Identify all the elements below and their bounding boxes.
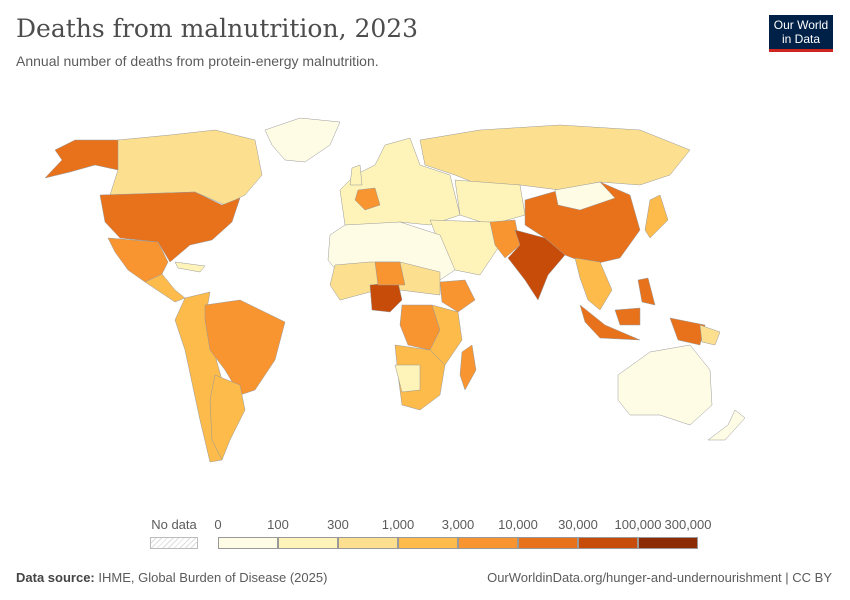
legend-bin[interactable] [578,537,638,549]
region-pakistan-afghanistan[interactable] [489,219,521,259]
region-brazil[interactable] [204,299,286,396]
legend-bin[interactable] [638,537,698,549]
data-source-label: Data source: [16,570,95,585]
legend-bin[interactable] [218,537,278,549]
legend-no-data-label: No data [151,517,197,532]
region-greenland[interactable] [264,117,341,163]
region-new-zealand[interactable] [707,409,746,441]
legend-bin[interactable] [338,537,398,549]
region-mongolia[interactable] [554,181,616,211]
legend-tick: 10,000 [498,517,538,532]
legend-tick: 30,000 [558,517,598,532]
region-ethiopia[interactable] [439,279,476,313]
region-russia[interactable] [419,124,691,191]
legend: No data 0 100 300 1,000 3,000 10,000 30,… [0,515,850,555]
region-central-asia[interactable] [454,179,526,226]
region-caribbean[interactable] [174,261,206,273]
legend-tick: 0 [214,517,222,532]
region-uk[interactable] [349,164,363,186]
logo-line-2: in Data [781,32,821,46]
region-alaska[interactable] [44,139,121,179]
region-usa[interactable] [99,191,241,263]
footer-link[interactable]: OurWorldinData.org/hunger-and-undernouri… [487,570,832,585]
region-argentina[interactable] [209,374,246,461]
legend-tick: 300,000 [664,517,712,532]
legend-bin[interactable] [518,537,578,549]
data-source-text: IHME, Global Burden of Disease (2025) [98,570,328,585]
legend-no-data-swatch[interactable] [150,537,198,549]
legend-tick: 300 [327,517,349,532]
region-niger-chad[interactable] [374,261,406,286]
region-namibia-botswana[interactable] [394,364,421,393]
world-map[interactable] [0,100,850,510]
region-madagascar[interactable] [459,344,477,391]
region-png[interactable] [699,324,721,346]
page-subtitle: Annual number of deaths from protein-ene… [16,53,379,69]
legend-tick: 100 [267,517,289,532]
owid-logo[interactable]: Our World in Data [769,15,833,52]
region-australia[interactable] [617,344,713,426]
legend-bin[interactable] [398,537,458,549]
legend-bin[interactable] [458,537,518,549]
logo-line-1: Our World [773,18,829,32]
data-source: Data source: IHME, Global Burden of Dise… [16,570,327,585]
legend-bin[interactable] [278,537,338,549]
region-philippines[interactable] [637,277,656,306]
region-southeast-asia[interactable] [574,257,613,311]
region-indonesia[interactable] [579,304,706,346]
region-france[interactable] [354,187,381,211]
legend-tick: 3,000 [441,517,475,532]
region-japan[interactable] [644,194,669,239]
region-canada[interactable] [109,129,263,206]
page-title: Deaths from malnutrition, 2023 [16,14,419,43]
legend-tick: 1,000 [381,517,415,532]
region-nigeria[interactable] [369,281,403,313]
legend-tick: 100,000 [614,517,662,532]
